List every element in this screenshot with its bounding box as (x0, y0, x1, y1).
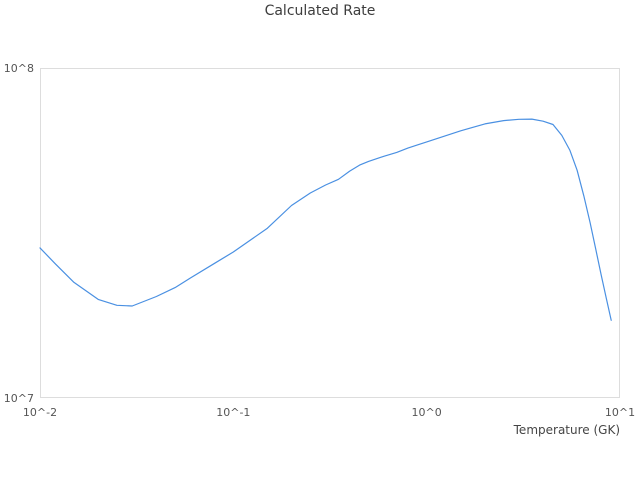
x-tick-label: 10^-1 (216, 406, 251, 419)
x-axis-title: Temperature (GK) (513, 423, 620, 437)
x-tick-label: 10^1 (604, 406, 636, 419)
y-tick-label: 10^7 (3, 391, 34, 405)
chart-title: Calculated Rate (264, 3, 376, 19)
plot-area (40, 68, 620, 398)
rate-line-series (39, 118, 612, 321)
x-tick-label: 10^-2 (22, 406, 58, 419)
x-tick-label: 10^0 (411, 406, 442, 419)
y-tick-label: 10^8 (3, 61, 34, 75)
